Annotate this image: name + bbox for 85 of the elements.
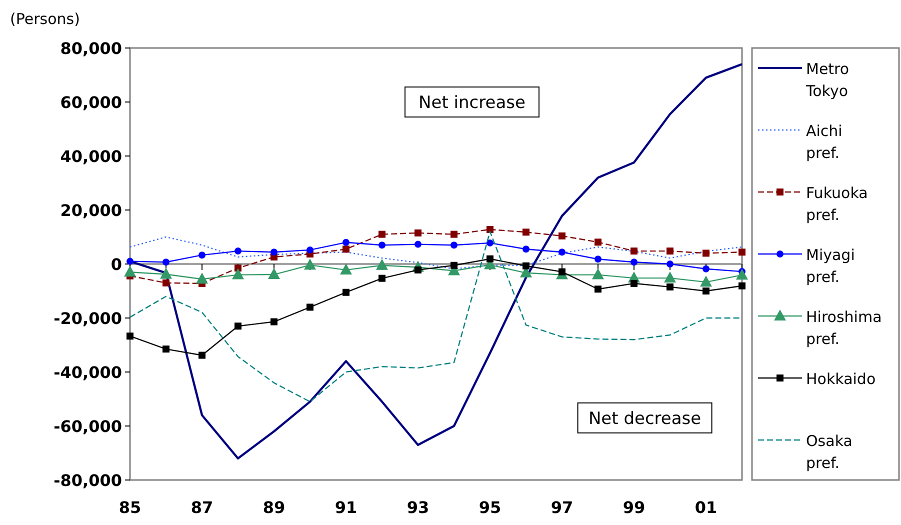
point (378, 230, 386, 238)
point (522, 262, 530, 270)
point (414, 229, 422, 236)
point (666, 260, 674, 268)
point (268, 268, 280, 280)
y-tick-label: -60,000 (54, 417, 122, 436)
point (304, 258, 316, 270)
point (486, 226, 494, 233)
legend-label: Osaka pref. (806, 432, 852, 472)
point (450, 262, 458, 269)
annotation: Net decrease (588, 408, 702, 429)
point (198, 252, 206, 259)
point (702, 265, 710, 272)
point (522, 246, 530, 253)
point (738, 282, 746, 290)
legend-label: Fukuoka pref. (806, 184, 868, 224)
point (594, 286, 602, 293)
legend-label: Metro Tokyo (805, 60, 850, 100)
point (234, 322, 242, 330)
legend-label: Aichi pref. (806, 122, 842, 162)
y-tick-label: -80,000 (54, 471, 122, 490)
annotation: Net increase (418, 93, 526, 113)
y-tick-label: 20,000 (60, 201, 122, 220)
x-tick-label: 91 (334, 498, 358, 517)
legend-label: Miyagi pref. (806, 246, 855, 286)
point (162, 346, 170, 353)
point (666, 248, 674, 255)
point (594, 256, 602, 263)
point (486, 239, 494, 246)
point (702, 250, 710, 257)
point (376, 258, 388, 270)
point (306, 304, 314, 311)
point (630, 258, 638, 266)
y-tick-label: 80,000 (60, 39, 122, 58)
x-tick-label: 85 (118, 498, 142, 517)
point (196, 272, 208, 284)
point (486, 255, 494, 262)
point (270, 248, 278, 256)
point (342, 246, 350, 253)
point (306, 246, 314, 254)
point (342, 288, 350, 296)
x-tick-label: 99 (622, 498, 646, 517)
y-tick-label: -20,000 (54, 309, 122, 328)
point (378, 242, 386, 249)
point (664, 272, 676, 283)
point (414, 240, 422, 248)
x-tick-label: 93 (406, 498, 430, 517)
point (736, 268, 748, 280)
point (630, 248, 638, 255)
x-tick-label: 89 (262, 498, 286, 517)
point (162, 279, 170, 286)
y-tick-label: 40,000 (60, 147, 122, 166)
point (630, 280, 638, 287)
point (160, 268, 172, 279)
point (700, 276, 712, 287)
point (342, 238, 350, 246)
point (558, 232, 566, 240)
legend-label: Hokkaido (806, 370, 876, 388)
point (738, 248, 746, 256)
point (198, 352, 206, 359)
point (124, 266, 136, 277)
point (378, 274, 386, 282)
point (270, 318, 278, 326)
point (162, 258, 170, 266)
point (558, 248, 566, 256)
legend-label: Hiroshima pref. (806, 308, 882, 348)
point (702, 288, 710, 294)
x-tick-label: 01 (694, 498, 718, 517)
point (232, 268, 244, 280)
y-tick-label: -40,000 (54, 363, 122, 382)
point (666, 283, 674, 290)
point (522, 228, 530, 236)
y-axis-title: (Persons) (10, 10, 80, 28)
point (450, 230, 458, 238)
point (126, 332, 134, 340)
x-tick-label: 97 (550, 498, 574, 517)
y-tick-label: 0 (110, 255, 122, 274)
point (234, 248, 242, 255)
y-tick-label: 60,000 (60, 93, 122, 112)
point (592, 268, 604, 280)
x-tick-label: 95 (478, 498, 502, 517)
point (594, 238, 602, 246)
point (340, 263, 352, 274)
x-tick-label: 87 (190, 498, 214, 517)
point (450, 242, 458, 249)
